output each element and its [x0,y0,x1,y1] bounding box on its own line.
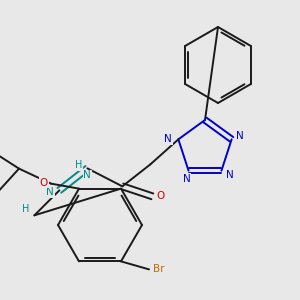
Text: N: N [83,170,91,180]
Text: Br: Br [153,264,165,274]
Text: N: N [183,174,190,184]
Text: O: O [156,191,164,201]
Text: O: O [40,178,48,188]
Text: N: N [164,134,172,144]
Text: N: N [226,170,233,180]
Text: H: H [22,204,29,214]
Text: N: N [236,131,244,141]
Text: H: H [75,160,82,170]
Text: N: N [46,187,54,197]
